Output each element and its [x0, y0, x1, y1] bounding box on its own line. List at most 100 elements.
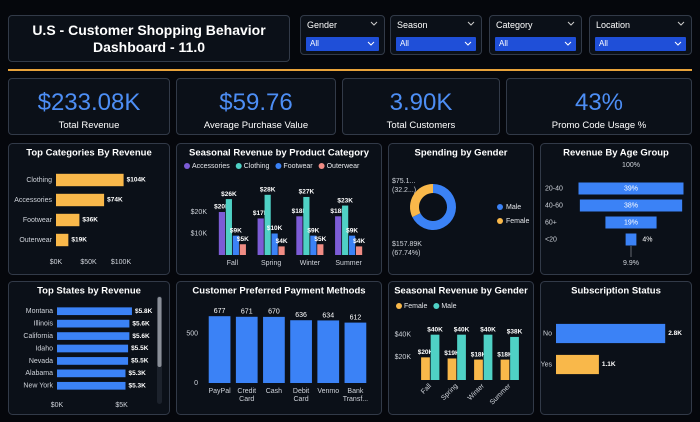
filter-dropdown[interactable]: All — [595, 37, 686, 51]
bar — [57, 332, 130, 340]
bar — [235, 316, 258, 383]
category-label: Idaho — [35, 345, 53, 352]
y-tick-label: 500 — [186, 331, 198, 338]
x-tick-label: Spring — [261, 260, 281, 267]
x-tick-label: Winter — [300, 260, 321, 267]
value-label: $5.3K — [128, 370, 146, 377]
funnel-bar — [578, 182, 684, 195]
bar — [430, 334, 440, 380]
value-label: $40K — [480, 326, 496, 333]
kpi-label: Average Purchase Value — [203, 120, 309, 131]
value-label: $40K — [454, 326, 470, 333]
filter-chevron[interactable] — [370, 21, 378, 27]
bar — [57, 344, 129, 353]
filter: Category All — [489, 15, 582, 55]
value-label: 612 — [350, 314, 362, 321]
bar — [447, 358, 457, 380]
category-label: Accessories — [14, 197, 52, 204]
filter-dropdown[interactable]: All — [495, 37, 576, 51]
donut-slice — [410, 184, 433, 218]
y-tick-label: 0 — [194, 380, 198, 387]
filter-dropdown[interactable]: All — [396, 37, 476, 51]
category-label: Yes — [541, 361, 553, 368]
filter-dropdown[interactable]: All — [306, 37, 379, 51]
filter: Season All — [390, 15, 482, 55]
kpi-value: 3.90K — [389, 89, 453, 116]
legend-label: Clothing — [244, 163, 270, 170]
legend-label: Female — [506, 218, 529, 225]
value-label: $5.5K — [131, 358, 149, 365]
bar — [225, 199, 232, 255]
legend-marker — [184, 163, 190, 169]
legend-marker — [497, 218, 503, 224]
value-label: $28K — [260, 187, 276, 194]
filter-chevron[interactable] — [467, 21, 475, 27]
panel-title: Seasonal Revenue by Product Category — [189, 148, 370, 159]
bar — [356, 246, 363, 255]
value-label: $23K — [337, 197, 353, 204]
bar — [263, 316, 285, 383]
bar — [56, 233, 69, 247]
x-tick-label: Cash — [265, 388, 283, 395]
filter: Gender All — [300, 15, 385, 55]
category-label: Illinois — [34, 320, 54, 327]
bar — [474, 359, 483, 380]
value-label: $5.3K — [128, 383, 146, 390]
filter-label: Category — [496, 20, 533, 30]
funnel-bar — [605, 216, 657, 229]
value-label: $26K — [221, 191, 237, 198]
value-label: $17K — [253, 210, 269, 217]
value-label: 1.1K — [602, 361, 616, 368]
bar — [310, 235, 317, 255]
kpi-card: 43% Promo Code Usage % — [506, 78, 692, 135]
value-label: $5K — [237, 236, 249, 243]
bar — [342, 205, 349, 255]
bar — [264, 194, 271, 255]
filter-label: Gender — [307, 20, 338, 30]
x-tick-label: $100K — [111, 259, 132, 266]
legend-label: Female — [404, 303, 427, 310]
value-label: 38% — [624, 202, 638, 209]
x-tick-label: PayPal — [208, 388, 231, 395]
dropdown-chevron — [367, 41, 375, 46]
bar — [349, 235, 356, 255]
value-label: $157.89K — [392, 241, 422, 248]
funnel-bar — [625, 233, 637, 246]
legend-label: Footwear — [283, 163, 313, 170]
value-label: $5.6K — [132, 320, 150, 327]
bar — [556, 323, 666, 344]
x-tick-label: Credit Card — [237, 388, 257, 403]
category-label: Clothing — [26, 177, 52, 184]
kpi-card: $59.76 Average Purchase Value — [176, 78, 336, 135]
x-tick-label: Bank Transf... — [342, 388, 369, 403]
bar — [57, 357, 129, 365]
title-box: U.S - Customer Shopping Behavior Dashboa… — [8, 15, 290, 62]
value-label: $9K — [307, 227, 319, 234]
filter-label: Location — [596, 20, 631, 30]
divider — [8, 69, 692, 71]
bar — [57, 369, 126, 378]
panel — [388, 143, 534, 275]
value-label: 636 — [295, 312, 307, 319]
value-label: $5.8K — [135, 308, 153, 315]
filter-value: All — [400, 39, 409, 48]
funnel-top-label: 100% — [622, 162, 640, 169]
percent-label: (67.74%) — [392, 250, 420, 257]
dropdown-chevron — [464, 41, 472, 46]
value-label: 634 — [322, 312, 334, 319]
bar — [218, 212, 225, 255]
value-label: $19K — [444, 350, 460, 357]
filter-chevron[interactable] — [677, 21, 685, 27]
x-tick-label: Debit Card — [292, 388, 310, 403]
filter-chevron[interactable] — [567, 21, 575, 27]
dropdown-chevron — [564, 41, 572, 46]
value-label: $18K — [330, 208, 346, 215]
kpi-value: $233.08K — [37, 89, 141, 116]
bar — [57, 319, 130, 328]
value-label: $40K — [427, 326, 443, 333]
x-tick-label: Summer — [335, 260, 362, 267]
y-tick-label: $10K — [191, 230, 208, 237]
bar — [500, 359, 510, 380]
legend-marker — [318, 163, 325, 169]
